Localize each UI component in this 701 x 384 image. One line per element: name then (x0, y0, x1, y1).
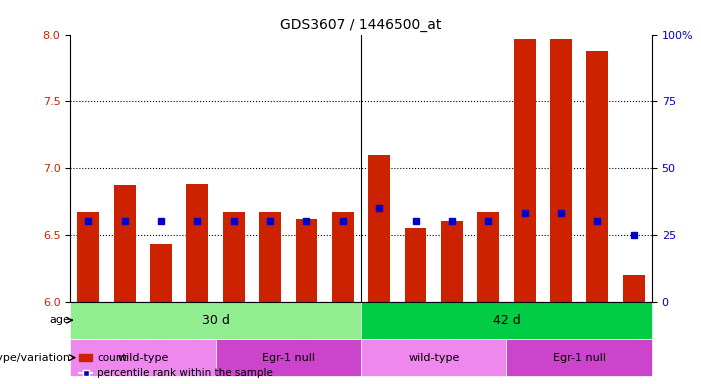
FancyBboxPatch shape (361, 339, 506, 376)
Bar (332, 212, 354, 301)
Bar (114, 185, 135, 301)
Text: genotype/variation: genotype/variation (0, 353, 70, 362)
Text: Egr-1 null: Egr-1 null (552, 353, 606, 362)
Text: 30 d: 30 d (202, 314, 229, 327)
Text: 42 d: 42 d (493, 314, 520, 327)
Bar (587, 51, 608, 301)
Bar (622, 275, 645, 301)
Bar (404, 228, 426, 301)
Text: wild-type: wild-type (408, 353, 459, 362)
Text: wild-type: wild-type (117, 353, 168, 362)
Bar (550, 38, 572, 301)
Bar (186, 184, 208, 301)
Text: age: age (49, 315, 70, 325)
Text: Egr-1 null: Egr-1 null (261, 353, 315, 362)
FancyBboxPatch shape (361, 301, 652, 339)
Bar (477, 212, 499, 301)
Bar (296, 219, 318, 301)
FancyBboxPatch shape (70, 301, 361, 339)
FancyBboxPatch shape (216, 339, 361, 376)
Title: GDS3607 / 1446500_at: GDS3607 / 1446500_at (280, 18, 442, 32)
Bar (150, 244, 172, 301)
FancyBboxPatch shape (506, 339, 652, 376)
Bar (259, 212, 281, 301)
Bar (77, 212, 100, 301)
FancyBboxPatch shape (70, 339, 216, 376)
Bar (514, 38, 536, 301)
Bar (368, 155, 390, 301)
Bar (441, 222, 463, 301)
Legend: count, percentile rank within the sample: count, percentile rank within the sample (75, 349, 277, 382)
Bar (223, 212, 245, 301)
